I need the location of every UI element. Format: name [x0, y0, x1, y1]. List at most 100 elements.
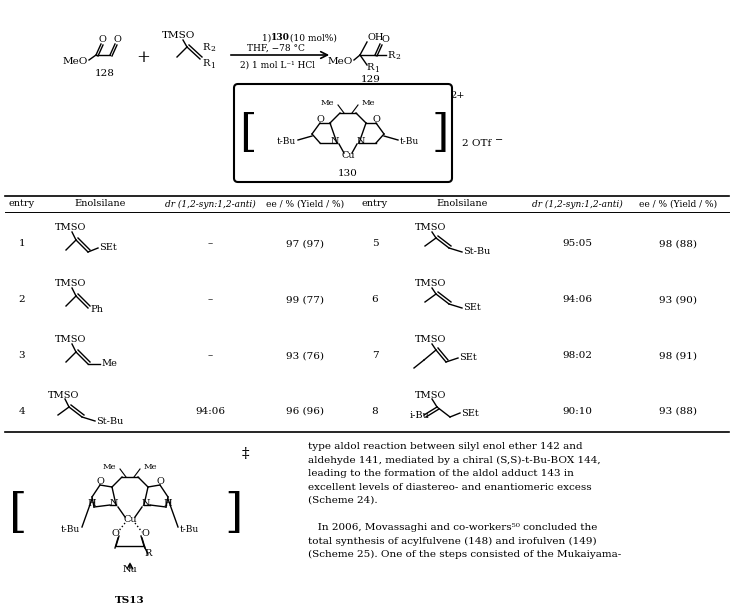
Text: Cu: Cu	[123, 514, 137, 523]
Text: t-Bu: t-Bu	[400, 137, 419, 145]
Text: Me: Me	[321, 99, 334, 107]
Text: R: R	[202, 60, 209, 69]
Text: [: [	[239, 111, 257, 154]
Text: TMSO: TMSO	[55, 280, 87, 289]
Text: Me: Me	[362, 99, 376, 107]
Text: 94:06: 94:06	[195, 407, 225, 415]
Text: 90:10: 90:10	[562, 407, 592, 415]
Text: O: O	[381, 35, 389, 44]
Text: i-Bu: i-Bu	[410, 410, 430, 420]
Text: THF, −78 °C: THF, −78 °C	[247, 44, 305, 52]
Text: 98 (91): 98 (91)	[659, 351, 697, 361]
Text: St-Bu: St-Bu	[463, 247, 490, 257]
Text: 98 (88): 98 (88)	[659, 240, 697, 249]
Text: 95:05: 95:05	[562, 240, 592, 249]
Text: TMSO: TMSO	[415, 336, 446, 345]
Text: t-Bu: t-Bu	[277, 137, 296, 145]
Text: O: O	[316, 114, 324, 123]
Text: TMSO: TMSO	[55, 336, 87, 345]
Text: O: O	[98, 35, 106, 44]
Text: 94:06: 94:06	[562, 295, 592, 305]
Text: Me: Me	[103, 463, 116, 471]
Text: N: N	[142, 499, 150, 508]
Text: TMSO: TMSO	[415, 224, 446, 232]
Text: Ph: Ph	[90, 305, 103, 314]
Text: O: O	[111, 530, 119, 539]
Text: –: –	[208, 240, 213, 249]
Text: O: O	[96, 477, 104, 486]
Text: 1: 1	[374, 66, 379, 74]
Text: 8: 8	[371, 407, 378, 415]
Text: –: –	[208, 351, 213, 361]
Text: TMSO: TMSO	[415, 280, 446, 289]
Text: entry: entry	[362, 199, 388, 209]
Text: ‡: ‡	[242, 447, 250, 461]
Text: 129: 129	[361, 75, 381, 85]
Text: TS13: TS13	[115, 596, 145, 605]
Text: –: –	[208, 295, 213, 305]
Text: N: N	[357, 137, 366, 145]
Text: 93 (76): 93 (76)	[286, 351, 324, 361]
Text: 7: 7	[371, 351, 378, 361]
Text: 2: 2	[395, 53, 400, 61]
Text: +: +	[136, 49, 150, 66]
Text: MeO: MeO	[327, 58, 353, 66]
Text: SEt: SEt	[459, 353, 477, 362]
Text: −: −	[495, 137, 503, 145]
Text: 2 OTf: 2 OTf	[462, 139, 491, 148]
Text: SEt: SEt	[461, 409, 479, 418]
Text: Enolsilane: Enolsilane	[74, 199, 126, 209]
Text: excellent levels of diastereo- and enantiomeric excess: excellent levels of diastereo- and enant…	[308, 483, 592, 491]
Text: N: N	[331, 137, 339, 145]
Text: 99 (77): 99 (77)	[286, 295, 324, 305]
Text: 3: 3	[18, 351, 25, 361]
Text: total synthesis of acylfulvene (148) and irofulven (149): total synthesis of acylfulvene (148) and…	[308, 536, 597, 545]
Text: 1: 1	[18, 240, 25, 249]
Text: 4: 4	[18, 407, 25, 415]
Text: aldehyde 141, mediated by a chiral (S,S)-t-Bu-BOX 144,: aldehyde 141, mediated by a chiral (S,S)…	[308, 455, 600, 465]
Text: ee / % (Yield / %): ee / % (Yield / %)	[639, 199, 717, 209]
Text: 93 (88): 93 (88)	[659, 407, 697, 415]
Text: SEt: SEt	[463, 303, 481, 313]
Text: type aldol reaction between silyl enol ether 142 and: type aldol reaction between silyl enol e…	[308, 442, 583, 451]
Text: 97 (97): 97 (97)	[286, 240, 324, 249]
Text: 2: 2	[210, 45, 215, 53]
Text: dr (1,2-syn:1,2-anti): dr (1,2-syn:1,2-anti)	[531, 199, 622, 209]
Text: t-Bu: t-Bu	[180, 525, 199, 533]
Text: Me: Me	[144, 463, 158, 471]
Text: H: H	[87, 499, 96, 508]
Text: leading to the formation of the aldol adduct 143 in: leading to the formation of the aldol ad…	[308, 469, 574, 478]
Text: Enolsilane: Enolsilane	[436, 199, 487, 209]
Text: 2) 1 mol L⁻¹ HCl: 2) 1 mol L⁻¹ HCl	[239, 61, 314, 69]
Text: 5: 5	[371, 240, 378, 249]
Text: O: O	[113, 35, 121, 44]
Text: O: O	[156, 477, 164, 486]
Text: TMSO: TMSO	[162, 32, 196, 41]
Text: t-Bu: t-Bu	[61, 525, 80, 533]
Text: O: O	[141, 530, 149, 539]
Text: ]: ]	[225, 491, 243, 537]
Text: 2: 2	[18, 295, 25, 305]
Text: 6: 6	[371, 295, 378, 305]
Text: R: R	[202, 43, 209, 52]
Text: H: H	[164, 499, 172, 508]
Text: St-Bu: St-Bu	[96, 416, 123, 426]
Text: 2+: 2+	[450, 91, 465, 100]
Text: Cu: Cu	[341, 151, 355, 161]
Text: 1): 1)	[262, 33, 274, 43]
Text: R: R	[145, 550, 152, 559]
Text: Nu: Nu	[123, 564, 137, 573]
Text: [: [	[9, 491, 27, 537]
Text: 128: 128	[95, 69, 115, 78]
Text: R: R	[387, 50, 394, 60]
Text: N: N	[110, 499, 118, 508]
Text: 130: 130	[338, 168, 358, 178]
Text: dr (1,2-syn:1,2-anti): dr (1,2-syn:1,2-anti)	[164, 199, 255, 209]
Text: Me: Me	[101, 359, 117, 368]
Text: (10 mol%): (10 mol%)	[287, 33, 337, 43]
Text: O: O	[372, 114, 380, 123]
Text: (Scheme 24).: (Scheme 24).	[308, 496, 377, 505]
Text: 130: 130	[271, 33, 290, 43]
Text: (Scheme 25). One of the steps consisted of the Mukaiyama-: (Scheme 25). One of the steps consisted …	[308, 550, 621, 559]
Text: MeO: MeO	[62, 58, 88, 66]
